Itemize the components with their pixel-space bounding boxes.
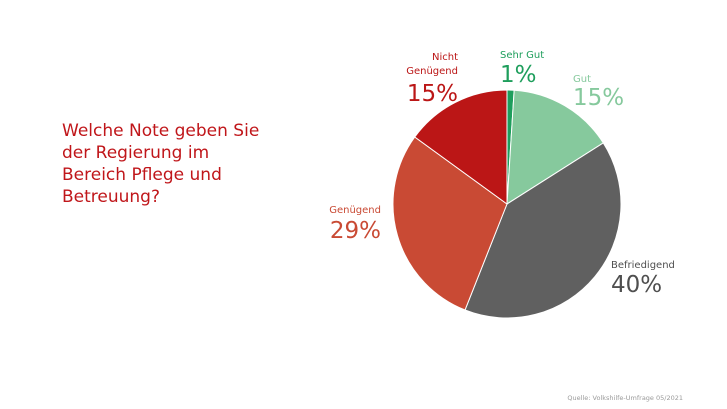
slice-label-genügend: Genügend (329, 205, 381, 216)
slice-percent-genügend: 29% (330, 218, 381, 244)
slice-label-nicht-genügend: Nicht (432, 52, 458, 63)
pie-slice-genügend (392, 136, 508, 311)
source-note: Quelle: Volkshilfe-Umfrage 05/2021 (567, 394, 683, 402)
slice-percent-nicht-genügend: 15% (407, 81, 458, 107)
pie-slice-gut (506, 89, 604, 205)
slice-label-sehr-gut: Sehr Gut (500, 50, 544, 61)
slice-percent-gut: 15% (573, 85, 624, 111)
pie-slice-nicht-genügend (414, 89, 508, 205)
pie-slice-befriedigend (464, 142, 622, 319)
slice-label-nicht-genügend: Genügend (406, 66, 458, 77)
slice-label-befriedigend: Befriedigend (611, 260, 675, 271)
chart-question-title: Welche Note geben Sie der Regierung im B… (62, 121, 260, 207)
slice-label-gut: Gut (573, 74, 591, 85)
pie-slices (392, 89, 622, 319)
slice-percent-sehr-gut: 1% (500, 62, 537, 88)
slice-percent-befriedigend: 40% (611, 272, 662, 298)
